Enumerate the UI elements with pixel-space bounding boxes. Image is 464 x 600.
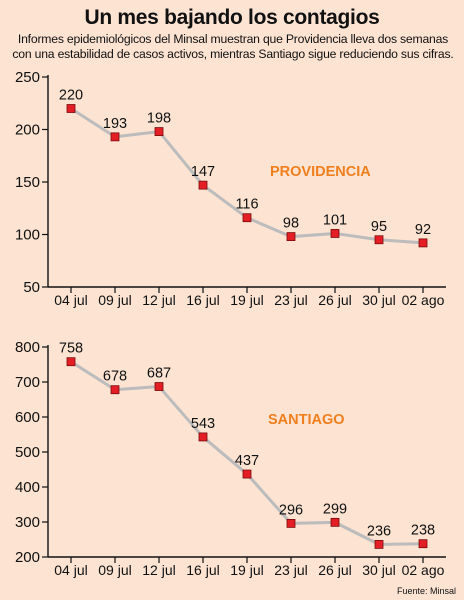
santiago-y-tick-label: 200 — [15, 549, 40, 566]
santiago-point — [66, 357, 76, 367]
providencia-x-tick-label: 16 jul — [186, 292, 219, 308]
providencia-series-label: PROVIDENCIA — [270, 164, 371, 180]
providencia-y-tick-label: 250 — [15, 69, 40, 86]
santiago-point — [198, 432, 208, 442]
santiago-x-tick-label: 09 jul — [98, 562, 131, 578]
santiago-point — [330, 517, 340, 527]
providencia-data-label: 198 — [147, 111, 171, 127]
santiago-data-label: 299 — [323, 501, 347, 517]
santiago-data-label: 678 — [103, 369, 127, 385]
santiago-x-tick-label: 19 jul — [230, 562, 263, 578]
providencia-x-tick-label: 12 jul — [142, 292, 175, 308]
providencia-y-tick-label: 50 — [23, 279, 40, 296]
santiago-data-label: 437 — [235, 453, 259, 469]
santiago-data-label: 543 — [191, 416, 215, 432]
santiago-series-label: SANTIAGO — [268, 412, 345, 428]
providencia-data-label: 95 — [371, 219, 387, 235]
santiago-data-label: 296 — [279, 502, 303, 518]
santiago-data-label: 238 — [411, 523, 435, 539]
providencia-x-tick-label: 02 ago — [402, 292, 445, 308]
santiago-point — [110, 385, 120, 395]
providencia-point — [418, 238, 428, 248]
chart-title: Un mes bajando los contagios — [84, 6, 380, 29]
santiago-x-tick-label: 02 ago — [402, 562, 445, 578]
santiago-x-tick-label: 23 jul — [274, 562, 307, 578]
providencia-x-tick-label: 23 jul — [274, 292, 307, 308]
providencia-point — [286, 232, 296, 242]
providencia-x-tick-label: 26 jul — [318, 292, 351, 308]
providencia-point — [242, 213, 252, 223]
providencia-data-label: 92 — [415, 222, 431, 238]
providencia-point — [110, 132, 120, 142]
santiago-y-tick-label: 300 — [15, 514, 40, 531]
santiago-x-tick-label: 26 jul — [318, 562, 351, 578]
providencia-data-label: 116 — [235, 197, 258, 213]
santiago-x-tick-label: 12 jul — [142, 562, 175, 578]
providencia-x-tick-label: 09 jul — [98, 292, 131, 308]
santiago-point — [418, 539, 428, 549]
providencia-x-tick-label: 04 jul — [54, 292, 87, 308]
santiago-point — [374, 540, 384, 549]
providencia-point — [66, 104, 76, 113]
source-note: Fuente: Minsal — [396, 586, 456, 596]
santiago-y-tick-label: 500 — [15, 444, 40, 461]
santiago-data-label: 236 — [367, 523, 391, 539]
santiago-x-tick-label: 04 jul — [54, 562, 87, 578]
providencia-x-tick-label: 19 jul — [230, 292, 263, 308]
providencia-x-tick-label: 30 jul — [362, 292, 395, 308]
providencia-data-label: 193 — [103, 116, 127, 132]
providencia-data-label: 147 — [191, 164, 215, 180]
providencia-point — [154, 127, 164, 136]
santiago-y-tick-label: 600 — [15, 409, 40, 426]
providencia-y-tick-label: 100 — [15, 227, 40, 244]
santiago-point — [286, 519, 296, 528]
santiago-y-tick-label: 800 — [15, 339, 40, 356]
providencia-point — [330, 229, 340, 238]
providencia-data-label: 220 — [59, 88, 83, 104]
providencia-data-label: 101 — [323, 212, 347, 228]
providencia-y-tick-label: 150 — [15, 174, 40, 191]
chart-subtitle: Informes epidemiológicos del Minsal mues… — [12, 32, 454, 61]
santiago-y-tick-label: 400 — [15, 479, 40, 496]
santiago-data-label: 687 — [147, 366, 171, 382]
providencia-point — [198, 180, 208, 190]
providencia-y-tick-label: 200 — [15, 122, 40, 139]
santiago-x-tick-label: 16 jul — [186, 562, 219, 578]
providencia-data-label: 98 — [283, 216, 299, 232]
santiago-x-tick-label: 30 jul — [362, 562, 395, 578]
santiago-data-label: 758 — [59, 341, 83, 357]
santiago-y-tick-label: 700 — [15, 374, 40, 391]
providencia-point — [374, 235, 384, 245]
santiago-point — [242, 469, 252, 479]
santiago-point — [154, 382, 164, 391]
